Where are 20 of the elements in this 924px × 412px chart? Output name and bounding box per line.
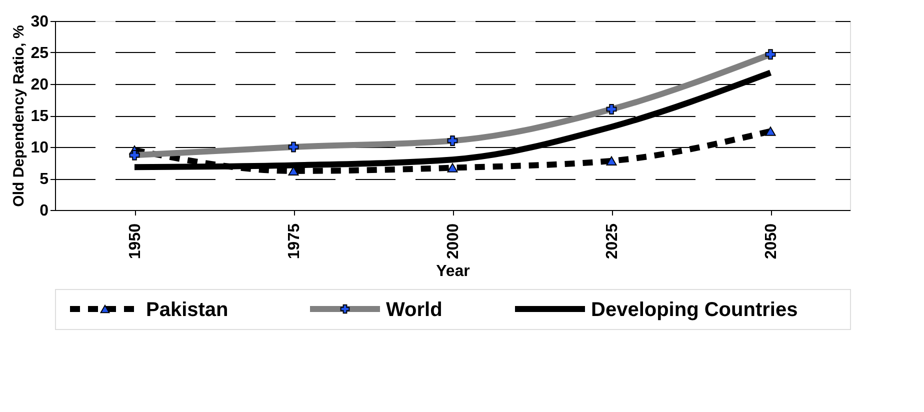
y-tick-label: 5 — [40, 171, 49, 188]
legend-label: World — [386, 299, 442, 321]
x-tick-label: 1975 — [286, 223, 303, 260]
legend-label: Pakistan — [146, 299, 228, 321]
x-tick-label: 2025 — [604, 223, 621, 260]
x-tick-label: 2050 — [763, 223, 780, 260]
point — [765, 126, 776, 136]
x-tick-label: 2000 — [445, 223, 462, 260]
y-tick-label: 0 — [40, 202, 49, 220]
y-axis-title: Old Dependency Ratio, % — [10, 25, 28, 207]
y-tick-label: 25 — [30, 45, 49, 62]
legend-label: Developing Countries — [591, 299, 798, 321]
point — [606, 156, 617, 166]
y-tick-label: 20 — [30, 76, 49, 94]
y-tick-label: 30 — [30, 14, 49, 30]
x-axis-title: Year — [436, 263, 470, 280]
x-tick-label: 1950 — [127, 223, 144, 260]
y-tick-label: 15 — [30, 108, 49, 125]
point — [447, 163, 458, 172]
y-tick-label: 10 — [30, 140, 49, 156]
